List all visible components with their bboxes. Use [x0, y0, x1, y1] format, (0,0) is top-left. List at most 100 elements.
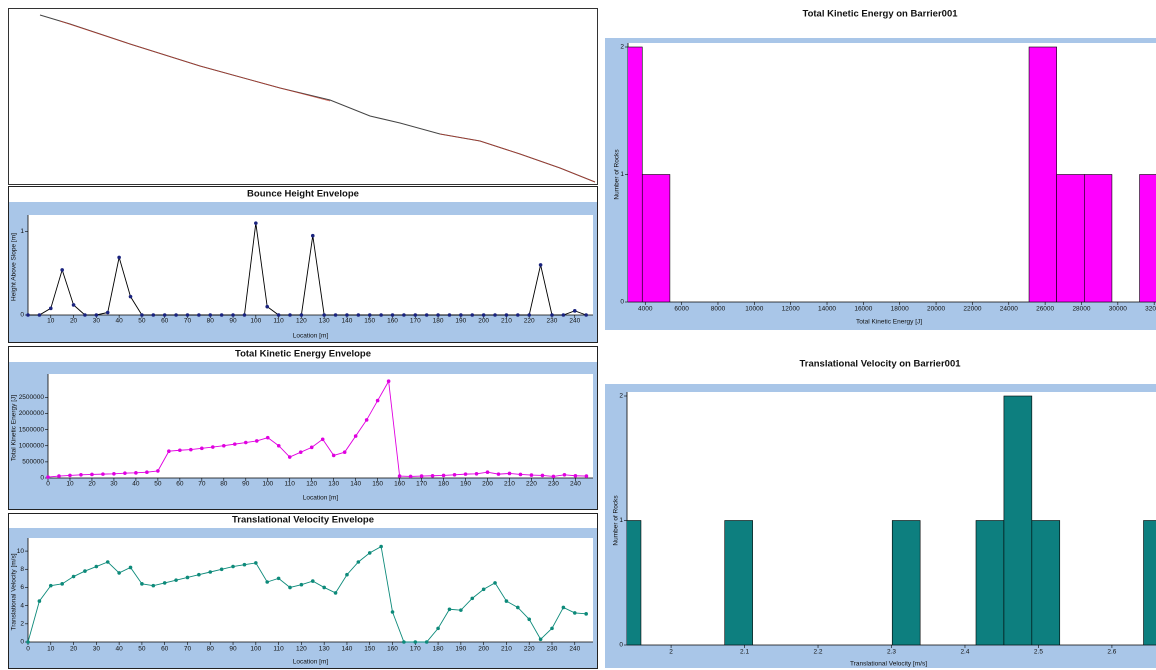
x-tick-label: 60 [161, 318, 169, 325]
x-tick-label: 50 [138, 318, 146, 325]
y-tick-label: 4 [20, 602, 24, 609]
bar [891, 520, 921, 645]
x-tick-label: 12000 [782, 306, 800, 313]
data-point [254, 221, 258, 225]
data-point [345, 313, 349, 317]
data-point [71, 574, 76, 579]
data-point [243, 440, 248, 445]
data-point [231, 564, 235, 569]
x-tick-label: 2.3 [887, 649, 896, 656]
data-point [101, 472, 105, 476]
data-point [470, 313, 475, 317]
data-point [48, 583, 53, 588]
data-point [333, 591, 338, 595]
x-tick-label: 220 [526, 481, 537, 488]
x-axis-label: Location [m] [303, 495, 339, 502]
x-tick-label: 230 [547, 318, 558, 325]
x-tick-label: 20 [70, 646, 78, 653]
x-tick-label: 110 [285, 481, 296, 488]
data-point [413, 640, 418, 644]
data-point [496, 472, 501, 476]
x-tick-label: 230 [548, 481, 559, 488]
x-tick-label: 6000 [674, 306, 689, 313]
x-tick-label: 18000 [891, 306, 909, 313]
data-point [481, 313, 486, 317]
data-point [561, 313, 566, 317]
bar [1083, 174, 1113, 302]
x-tick-label: 120 [296, 646, 307, 653]
x-tick-label: 160 [387, 646, 398, 653]
data-point [518, 472, 523, 477]
x-tick-label: 32000 [1145, 306, 1156, 313]
chart: Total Kinetic Energy on Barrier001 Total … [614, 9, 1156, 326]
x-tick-label: 70 [184, 318, 192, 325]
x-tick-label: 26000 [1036, 306, 1054, 313]
x-tick-label: 30 [110, 481, 118, 488]
x-tick-label: 0 [46, 481, 50, 488]
data-point [320, 437, 325, 442]
data-point [430, 473, 435, 478]
x-tick-label: 190 [460, 481, 471, 488]
x-tick-label: 230 [547, 646, 558, 653]
data-point [436, 313, 440, 317]
data-point [167, 449, 171, 454]
data-point [197, 572, 201, 577]
x-tick-label: 20 [70, 318, 78, 325]
bar [1003, 395, 1033, 645]
data-point [299, 313, 304, 317]
x-tick-label: 120 [296, 318, 307, 325]
data-point [174, 313, 178, 317]
data-point [441, 473, 446, 478]
data-point [379, 544, 383, 549]
data-point [117, 255, 121, 260]
data-point [232, 442, 237, 446]
x-tick-label: 150 [364, 646, 375, 653]
y-axis-label: Translational Velocity [m/s] [11, 553, 18, 630]
data-point [37, 599, 42, 603]
data-point [379, 313, 383, 317]
data-point [309, 445, 314, 450]
data-point [112, 472, 116, 476]
data-point [516, 313, 520, 317]
data-point [504, 599, 509, 603]
x-tick-label: 30 [93, 318, 101, 325]
data-point [386, 379, 391, 384]
x-tick-label: 190 [455, 318, 466, 325]
data-point [474, 472, 479, 476]
x-tick-label: 40 [116, 646, 124, 653]
x-tick-label: 180 [433, 646, 444, 653]
data-point [242, 313, 247, 317]
x-tick-label: 10000 [745, 306, 763, 313]
data-point [222, 443, 226, 448]
data-point [342, 450, 347, 454]
trajectory [59, 20, 331, 102]
x-tick-label: 60 [176, 481, 184, 488]
x-tick-label: 100 [250, 646, 261, 653]
x-tick-label: 180 [438, 481, 449, 488]
data-point [151, 583, 156, 588]
data-point [219, 313, 224, 317]
data-point [397, 474, 402, 478]
data-point [211, 445, 215, 449]
data-point [331, 453, 336, 458]
data-point [60, 268, 64, 272]
data-point [538, 263, 543, 267]
data-point [48, 306, 53, 311]
x-tick-label: 80 [207, 318, 215, 325]
data-point [140, 313, 144, 317]
data-point [79, 472, 83, 477]
data-point [424, 640, 429, 644]
x-tick-label: 4000 [638, 306, 653, 313]
data-point [584, 612, 588, 616]
data-point [208, 313, 213, 317]
x-tick-label: 24000 [1000, 306, 1018, 313]
x-tick-label: 22000 [963, 306, 981, 313]
data-point [447, 607, 452, 612]
x-tick-label: 240 [569, 318, 580, 325]
data-point [424, 313, 429, 317]
x-tick-label: 160 [387, 318, 398, 325]
x-tick-label: 170 [410, 318, 421, 325]
y-tick-label: 6 [20, 584, 24, 591]
bar [1143, 520, 1156, 645]
data-point [60, 582, 64, 586]
